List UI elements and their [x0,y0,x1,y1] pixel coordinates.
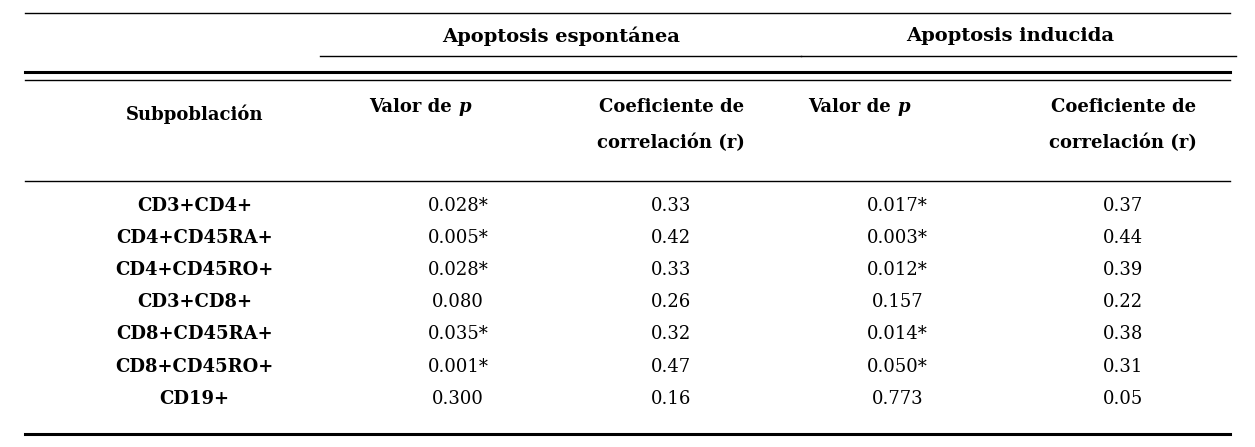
Text: CD4+CD45RO+: CD4+CD45RO+ [115,261,274,279]
Text: CD8+CD45RA+: CD8+CD45RA+ [117,325,272,343]
Text: Coeficiente de: Coeficiente de [1050,98,1196,116]
Text: 0.028*: 0.028* [428,197,488,215]
Text: 0.37: 0.37 [1103,197,1143,215]
Text: 0.035*: 0.035* [428,325,488,343]
Text: 0.005*: 0.005* [428,229,488,247]
Text: CD19+: CD19+ [159,390,230,408]
Text: 0.773: 0.773 [871,390,924,408]
Text: Valor de: Valor de [369,98,458,116]
Text: 0.31: 0.31 [1103,358,1143,375]
Text: 0.300: 0.300 [432,390,484,408]
Text: 0.16: 0.16 [651,390,692,408]
Text: 0.22: 0.22 [1103,293,1143,311]
Text: 0.47: 0.47 [651,358,692,375]
Text: CD3+CD8+: CD3+CD8+ [137,293,252,311]
Text: 0.33: 0.33 [651,197,692,215]
Text: 0.39: 0.39 [1103,261,1143,279]
Text: Subpoblación: Subpoblación [126,104,264,124]
Text: 0.003*: 0.003* [867,229,927,247]
Text: 0.050*: 0.050* [867,358,927,375]
Text: 0.32: 0.32 [651,325,692,343]
Text: correlación (r): correlación (r) [1049,134,1197,152]
Text: 0.017*: 0.017* [867,197,927,215]
Text: CD4+CD45RA+: CD4+CD45RA+ [117,229,272,247]
Text: Coeficiente de: Coeficiente de [599,98,744,116]
Text: Apoptosis inducida: Apoptosis inducida [906,27,1114,45]
Text: p: p [458,98,471,116]
Text: 0.44: 0.44 [1103,229,1143,247]
Text: CD8+CD45RO+: CD8+CD45RO+ [115,358,274,375]
Text: 0.001*: 0.001* [428,358,488,375]
Text: 0.080: 0.080 [432,293,484,311]
Text: Valor de: Valor de [808,98,897,116]
Text: 0.012*: 0.012* [867,261,927,279]
Text: 0.028*: 0.028* [428,261,488,279]
Text: 0.33: 0.33 [651,261,692,279]
Text: correlación (r): correlación (r) [597,134,745,152]
Text: 0.26: 0.26 [651,293,692,311]
Text: 0.05: 0.05 [1103,390,1143,408]
Text: 0.42: 0.42 [651,229,692,247]
Text: 0.38: 0.38 [1103,325,1143,343]
Text: CD3+CD4+: CD3+CD4+ [137,197,252,215]
Text: Apoptosis espontánea: Apoptosis espontánea [442,26,680,46]
Text: 0.014*: 0.014* [867,325,927,343]
Text: 0.157: 0.157 [871,293,924,311]
Text: p: p [897,98,910,116]
